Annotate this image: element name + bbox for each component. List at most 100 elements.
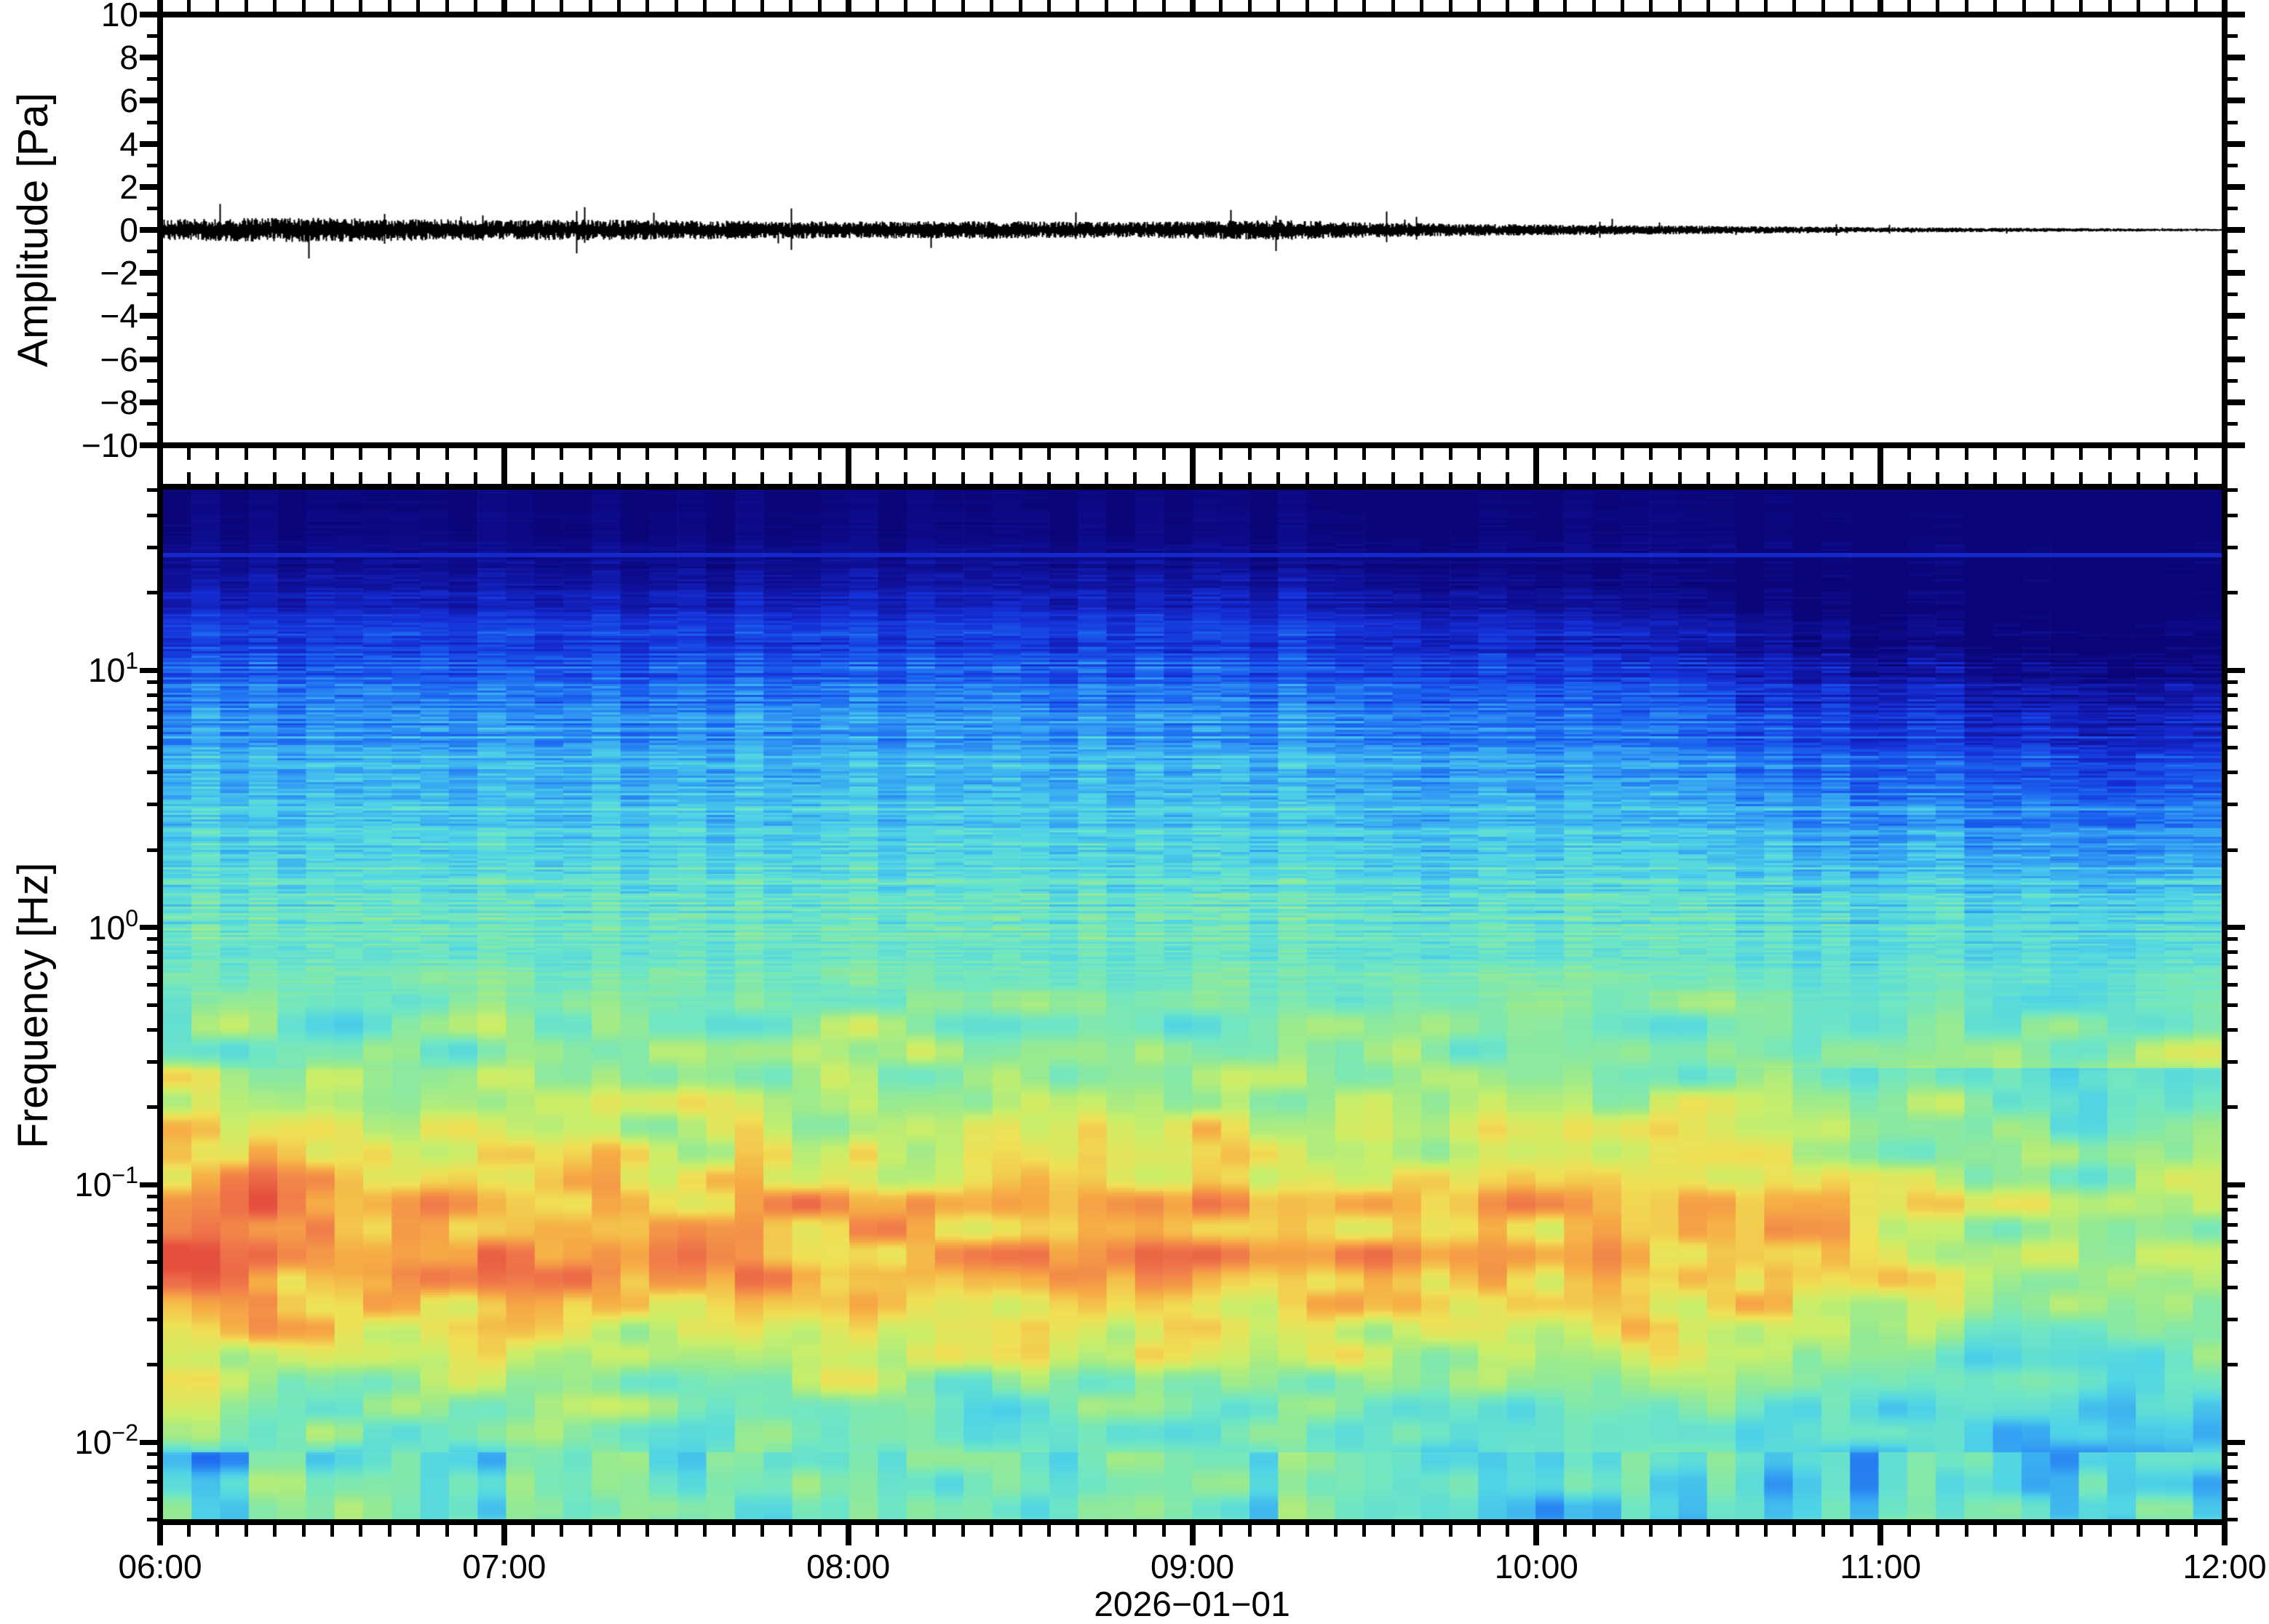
axis-tick [147, 1285, 157, 1289]
axis-tick [1104, 1525, 1108, 1537]
axis-tick [157, 0, 163, 12]
axis-tick [1621, 1525, 1625, 1537]
axis-tick [140, 270, 157, 276]
axis-tick [731, 448, 736, 460]
axis-tick [2228, 399, 2245, 405]
axis-tick [359, 1525, 363, 1537]
axis-tick [147, 206, 157, 210]
axis-tick [301, 472, 306, 484]
axis-tick [1964, 472, 1968, 484]
date-label: 2026−01−01 [1094, 1585, 1290, 1624]
axis-tick [1477, 0, 1482, 12]
axis-tick [903, 1525, 907, 1537]
axis-tick [1877, 448, 1884, 469]
axis-tick [2228, 1363, 2238, 1367]
axis-tick [1133, 0, 1137, 12]
axis-tick [140, 399, 157, 405]
axis-tick [1420, 472, 1424, 484]
axis-tick [990, 472, 994, 484]
axis-tick [1276, 0, 1281, 12]
axis-tick [2107, 472, 2112, 484]
axis-tick [1305, 1525, 1309, 1537]
axis-tick [1821, 448, 1825, 460]
axis-tick [1792, 472, 1797, 484]
axis-tick [731, 1525, 736, 1537]
amplitude-tick-label: −10 [81, 426, 138, 464]
axis-tick [2228, 1195, 2238, 1199]
axis-tick [1649, 0, 1653, 12]
axis-tick [2228, 1285, 2238, 1289]
axis-tick [147, 1195, 157, 1199]
axis-tick [1706, 472, 1711, 484]
axis-tick [1104, 472, 1108, 484]
axis-tick [2228, 1497, 2238, 1502]
axis-tick [1362, 1525, 1367, 1537]
axis-tick [2228, 378, 2238, 383]
axis-tick [903, 448, 907, 460]
axis-tick [1821, 1525, 1825, 1537]
axis-tick [1305, 472, 1309, 484]
axis-tick [1420, 1525, 1424, 1537]
axis-tick [531, 1525, 535, 1537]
axis-tick [1018, 448, 1022, 460]
axis-tick [1018, 1525, 1022, 1537]
axis-tick [760, 1525, 764, 1537]
axis-tick [2222, 463, 2228, 484]
axis-tick [445, 448, 449, 460]
axis-tick [731, 0, 736, 12]
axis-tick [990, 1525, 994, 1537]
axis-tick [961, 0, 965, 12]
axis-tick [2194, 0, 2198, 12]
axis-tick [1907, 448, 1912, 460]
axis-tick [1964, 0, 1968, 12]
axis-tick [1964, 1525, 1968, 1537]
axis-tick [1161, 1525, 1166, 1537]
axis-tick [2051, 472, 2055, 484]
axis-tick [140, 667, 157, 673]
axis-tick [2228, 442, 2245, 448]
axis-tick [1247, 0, 1252, 12]
axis-tick [1391, 1525, 1395, 1537]
axis-tick [445, 1525, 449, 1537]
axis-tick [2228, 206, 2238, 210]
axis-tick [2194, 1525, 2198, 1537]
axis-tick [1506, 0, 1510, 12]
axis-tick [140, 442, 157, 448]
axis-tick [1362, 448, 1367, 460]
axis-tick [140, 97, 157, 104]
axis-tick [2228, 1518, 2238, 1522]
axis-tick [1133, 448, 1137, 460]
time-tick-label: 06:00 [118, 1548, 202, 1585]
axis-tick [1334, 1525, 1338, 1537]
axis-tick [186, 0, 191, 12]
axis-tick [1219, 0, 1223, 12]
axis-tick [645, 472, 650, 484]
waveform-canvas [163, 17, 2222, 442]
time-tick-label: 09:00 [1150, 1548, 1235, 1585]
axis-tick [1161, 0, 1166, 12]
axis-tick [674, 448, 678, 460]
axis-tick [273, 1525, 277, 1537]
axis-tick [1276, 1525, 1281, 1537]
frequency-tick-label: 10−1 [74, 1162, 138, 1204]
frequency-tick-label: 101 [88, 648, 138, 689]
axis-tick [147, 1452, 157, 1456]
axis-tick [2228, 1480, 2238, 1484]
axis-tick [2228, 925, 2245, 931]
axis-tick [2194, 472, 2198, 484]
axis-tick [2228, 680, 2238, 684]
axis-tick [2228, 313, 2245, 319]
axis-tick [147, 693, 157, 697]
axis-tick [1735, 448, 1739, 460]
axis-tick [789, 0, 793, 12]
axis-tick [2228, 1003, 2238, 1007]
axis-tick [845, 0, 851, 12]
axis-tick [147, 680, 157, 684]
axis-tick [674, 1525, 678, 1537]
axis-tick [560, 448, 564, 460]
time-tick-label: 07:00 [462, 1548, 547, 1585]
axis-tick [1161, 472, 1166, 484]
axis-tick [273, 472, 277, 484]
axis-tick [147, 335, 157, 340]
